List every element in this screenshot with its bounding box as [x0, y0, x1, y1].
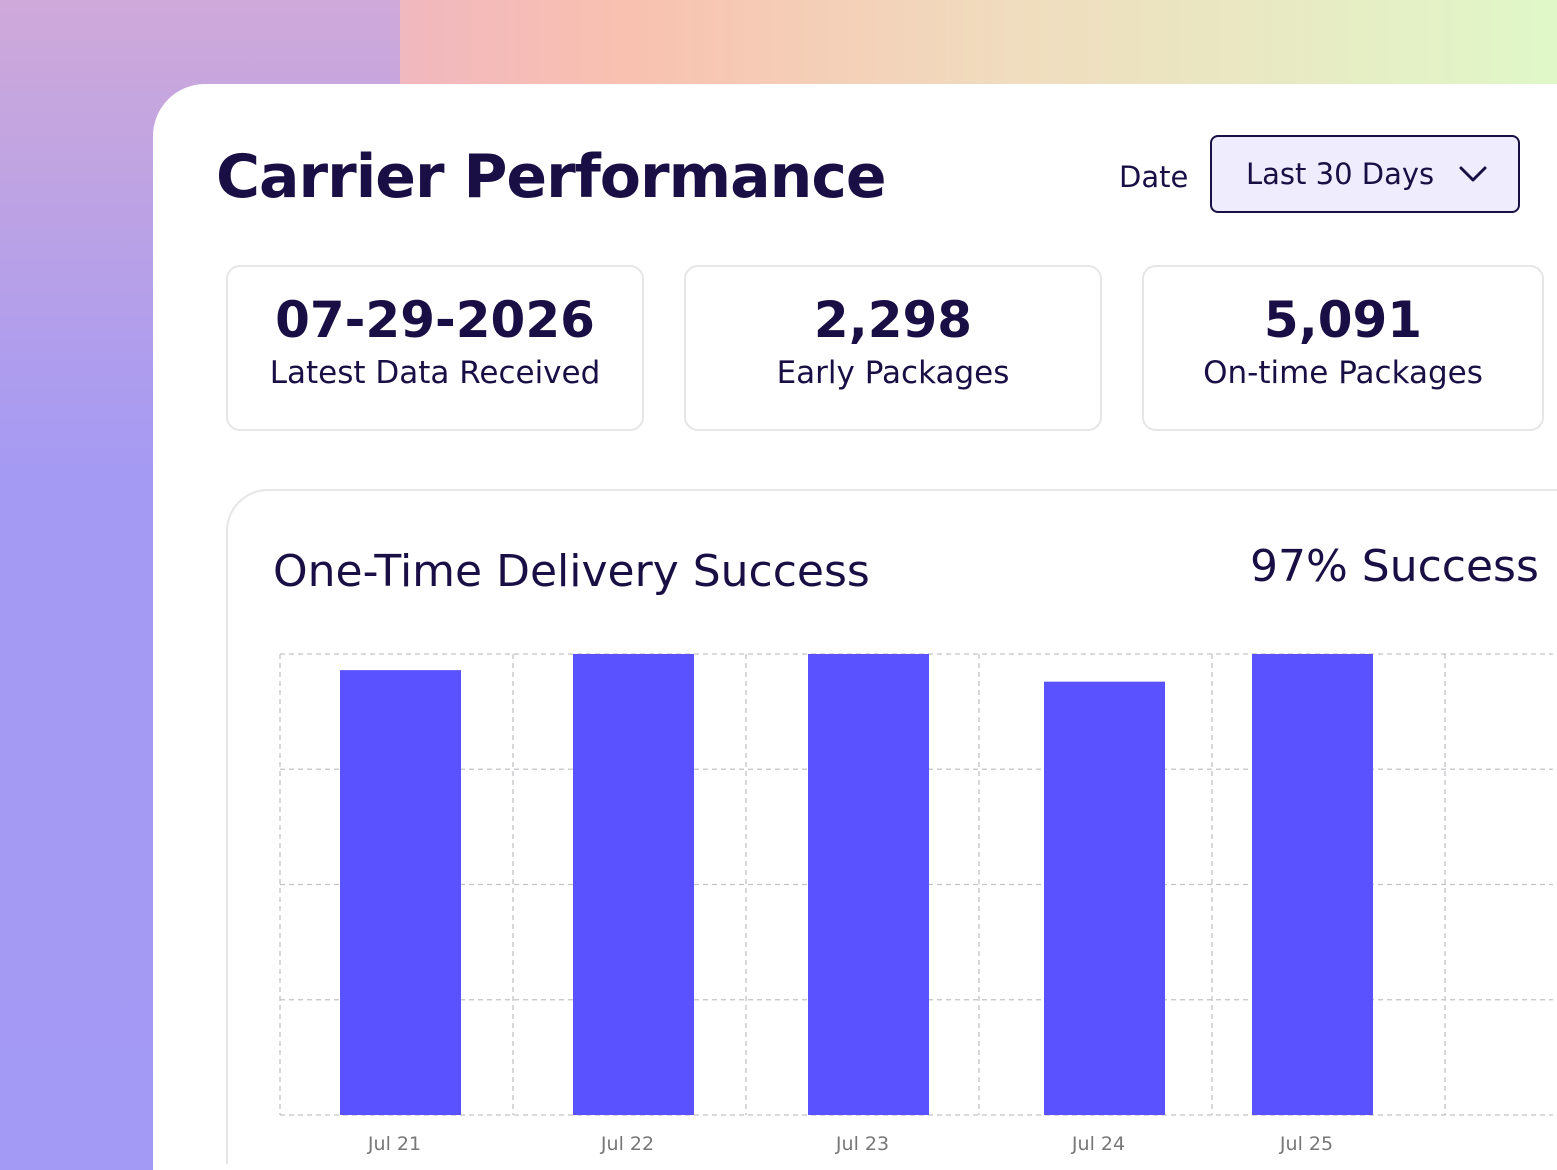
stat-label: On-time Packages: [1203, 355, 1483, 391]
bar-jul-25: [1252, 654, 1373, 1115]
chart-title: One-Time Delivery Success: [273, 546, 870, 597]
stat-card-early-packages: 2,298 Early Packages: [684, 265, 1102, 431]
success-rate: 97% Success: [1250, 541, 1539, 592]
bar-jul-24: [1044, 681, 1165, 1115]
stat-card-on-time-packages: 5,091 On-time Packages: [1142, 265, 1544, 431]
x-tick-label: Jul 22: [600, 1133, 654, 1155]
dashboard-panel: Carrier Performance Date Last 30 Days 07…: [153, 84, 1557, 1170]
chart-card: One-Time Delivery Success 97% Success Ju…: [226, 489, 1557, 1164]
chevron-down-icon: [1459, 166, 1487, 182]
x-tick-label: Jul 23: [835, 1133, 889, 1155]
stat-value: 5,091: [1263, 291, 1423, 349]
date-range-value: Last 30 Days: [1246, 157, 1435, 191]
bar-jul-21: [340, 670, 461, 1115]
stat-card-latest-data: 07-29-2026 Latest Data Received: [226, 265, 644, 431]
x-tick-label: Jul 21: [367, 1133, 421, 1155]
bar-jul-23: [808, 654, 929, 1115]
stat-label: Early Packages: [776, 355, 1010, 391]
date-label: Date: [1119, 160, 1189, 194]
x-tick-label: Jul 24: [1071, 1133, 1125, 1155]
page-title: Carrier Performance: [216, 142, 887, 212]
bar-chart: Jul 21 Jul 22 Jul 23 Jul 24 Jul 25: [279, 653, 1553, 1155]
stat-label: Latest Data Received: [269, 355, 601, 391]
stat-value: 2,298: [813, 291, 973, 349]
x-tick-label: Jul 25: [1279, 1133, 1333, 1155]
stat-value: 07-29-2026: [275, 291, 595, 349]
date-range-select[interactable]: Last 30 Days: [1210, 135, 1520, 213]
bar-jul-22: [573, 654, 694, 1115]
